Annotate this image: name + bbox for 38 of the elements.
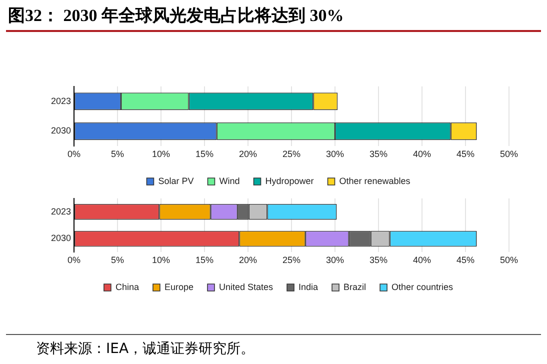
text: 资料来源：IEA，诚通证券研究所。 <box>36 340 255 358</box>
x-tick-label: 35% <box>370 149 388 160</box>
x-tick-label: 5% <box>111 255 124 266</box>
legend-label: Brazil <box>344 282 366 292</box>
x-tick-label: 10% <box>152 149 170 160</box>
x-tick-label: 0% <box>68 255 81 266</box>
legend-label: India <box>298 282 318 292</box>
x-tick-label: 30% <box>326 149 344 160</box>
x-tick-label: 20% <box>239 255 258 266</box>
x-tick-label: 30% <box>326 255 344 266</box>
y-tick-label: 2023 <box>50 206 72 216</box>
legend-label: Hydropower <box>265 176 314 186</box>
y-tick-label: 2030 <box>50 233 72 244</box>
legend-label: United States <box>218 282 274 292</box>
x-tick-label: 50% <box>500 255 518 266</box>
x-tick-label: 25% <box>282 149 301 160</box>
chart-title: 图32： 2030 年全球风光发电占比将达到 30% <box>8 5 344 27</box>
x-tick-label: 5% <box>111 149 124 160</box>
legend-label: Other countries <box>392 282 454 292</box>
x-tick-label: 45% <box>456 255 475 266</box>
y-tick-label: 2023 <box>50 96 72 106</box>
legend-label: China <box>115 282 139 292</box>
legend-label: Wind <box>219 176 240 186</box>
y-tick-label: 2030 <box>50 126 72 136</box>
x-tick-label: 10% <box>152 255 170 266</box>
x-tick-label: 40% <box>412 149 432 160</box>
x-tick-label: 35% <box>370 255 388 266</box>
x-tick-label: 15% <box>196 149 214 160</box>
legend-label: Europe <box>164 282 194 292</box>
x-tick-label: 20% <box>239 149 258 160</box>
x-tick-label: 50% <box>500 149 518 160</box>
legend-label: Solar PV <box>158 176 194 186</box>
x-tick-label: 45% <box>456 149 475 160</box>
legend-label: Other renewables <box>339 176 411 186</box>
x-tick-label: 40% <box>412 255 432 266</box>
x-tick-label: 25% <box>282 255 301 266</box>
x-tick-label: 15% <box>196 255 214 266</box>
x-tick-label: 0% <box>68 149 81 160</box>
